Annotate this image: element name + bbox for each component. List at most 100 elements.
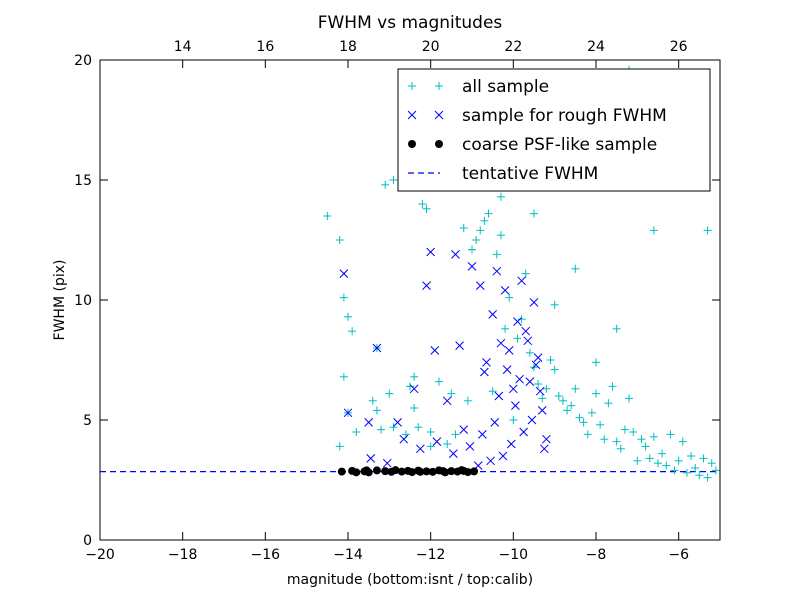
- y-axis-label: FWHM (pix): [52, 260, 68, 341]
- rough-sample-point: [442, 396, 452, 406]
- rough-sample-point: [498, 451, 508, 461]
- all-sample-point: [571, 264, 580, 273]
- all-sample-point: [530, 209, 538, 218]
- rough-sample-point: [488, 310, 498, 319]
- x-tick-label: −14: [333, 547, 363, 563]
- rough-sample-point: [531, 360, 541, 370]
- rough-sample-point: [415, 444, 425, 454]
- rough-sample-point: [451, 250, 460, 259]
- rough-sample-point: [490, 418, 500, 427]
- psf-sample-point: [372, 466, 381, 475]
- all-sample-point: [625, 394, 634, 403]
- rough-sample-point: [475, 281, 485, 290]
- all-sample-point: [616, 444, 625, 453]
- top-tick-label: 18: [339, 39, 357, 55]
- legend-label: tentative FWHM: [462, 164, 598, 184]
- y-tick-label: 10: [74, 293, 92, 309]
- rough-sample-point: [393, 418, 402, 427]
- all-sample-point: [323, 212, 332, 220]
- all-sample-point: [480, 216, 489, 225]
- rough-sample-point: [533, 353, 543, 362]
- all-sample-point: [666, 430, 675, 439]
- rough-sample-point: [409, 384, 419, 394]
- all-sample-point: [496, 231, 505, 240]
- rough-sample-point: [399, 434, 409, 444]
- all-sample-point: [463, 396, 472, 405]
- rough-sample-point: [455, 341, 464, 350]
- rough-sample-point: [529, 298, 539, 307]
- rough-sample-point: [486, 456, 495, 466]
- all-sample-point: [592, 389, 600, 398]
- all-sample-point: [451, 430, 460, 439]
- all-sample-point: [682, 468, 691, 477]
- all-sample-point: [410, 404, 419, 412]
- all-sample-point: [521, 269, 530, 278]
- top-tick-label: 22: [504, 39, 522, 55]
- rough-sample-point: [511, 401, 520, 410]
- all-sample-point: [687, 452, 696, 460]
- all-sample-point: [339, 293, 348, 302]
- all-sample-point: [492, 250, 501, 259]
- all-sample-point: [410, 372, 419, 381]
- psf-sample-point: [391, 466, 400, 475]
- all-sample-point: [434, 377, 443, 386]
- all-sample-point: [389, 176, 398, 184]
- rough-sample-point: [343, 408, 353, 418]
- all-sample-point: [422, 204, 431, 213]
- all-sample-point: [695, 471, 704, 480]
- all-sample-point: [509, 416, 518, 424]
- all-sample-point: [517, 315, 526, 324]
- y-tick-label: 20: [74, 53, 92, 69]
- rough-sample-point: [535, 386, 545, 396]
- rough-sample-point: [515, 374, 524, 384]
- all-sample-point: [538, 394, 547, 403]
- rough-sample-point: [366, 454, 376, 463]
- psf-sample-point: [428, 467, 437, 476]
- all-sample-point: [658, 449, 667, 458]
- rough-sample-point: [504, 346, 514, 355]
- psf-sample-point: [463, 468, 472, 477]
- rough-sample-point: [519, 427, 529, 437]
- all-sample-point: [344, 312, 352, 321]
- all-sample-point: [501, 324, 510, 333]
- legend-marker: [434, 110, 444, 120]
- all-sample-point: [443, 440, 452, 448]
- all-sample-point: [654, 459, 662, 468]
- x-tick-label: −20: [85, 547, 115, 563]
- psf-sample-point: [362, 466, 371, 475]
- all-sample-point: [608, 382, 617, 391]
- rough-sample-point: [477, 430, 487, 439]
- all-sample-point: [567, 401, 576, 410]
- all-sample-point: [604, 399, 613, 408]
- all-sample-point: [488, 387, 497, 396]
- rough-sample-point: [492, 266, 502, 276]
- all-sample-point: [670, 466, 679, 475]
- psf-sample-point: [439, 467, 448, 476]
- all-sample-point: [699, 454, 708, 463]
- all-sample-point: [649, 432, 658, 441]
- psf-sample-point: [447, 467, 456, 476]
- all-sample-point: [579, 418, 588, 427]
- x-tick-label: −16: [251, 547, 281, 563]
- all-sample-point: [534, 380, 543, 388]
- psf-sample-point: [416, 467, 425, 476]
- psf-sample-point: [470, 467, 479, 476]
- all-sample-point: [662, 461, 671, 470]
- legend-marker: [435, 82, 443, 90]
- rough-sample-point: [430, 346, 440, 355]
- all-sample-point: [691, 464, 700, 472]
- all-sample-point: [649, 226, 658, 235]
- x-tick-label: −6: [668, 547, 689, 563]
- all-sample-point: [406, 382, 414, 391]
- top-tick-label: 14: [174, 39, 192, 55]
- legend-label: sample for rough FWHM: [462, 106, 667, 126]
- psf-sample-point: [381, 467, 390, 476]
- all-sample-point: [513, 334, 522, 343]
- all-sample-point: [525, 348, 534, 357]
- all-sample-point: [583, 430, 592, 439]
- all-sample-point: [468, 245, 476, 254]
- psf-sample-point: [352, 468, 361, 477]
- all-sample-point: [558, 396, 567, 405]
- all-sample-point: [550, 365, 559, 374]
- x-tick-label: −12: [416, 547, 446, 563]
